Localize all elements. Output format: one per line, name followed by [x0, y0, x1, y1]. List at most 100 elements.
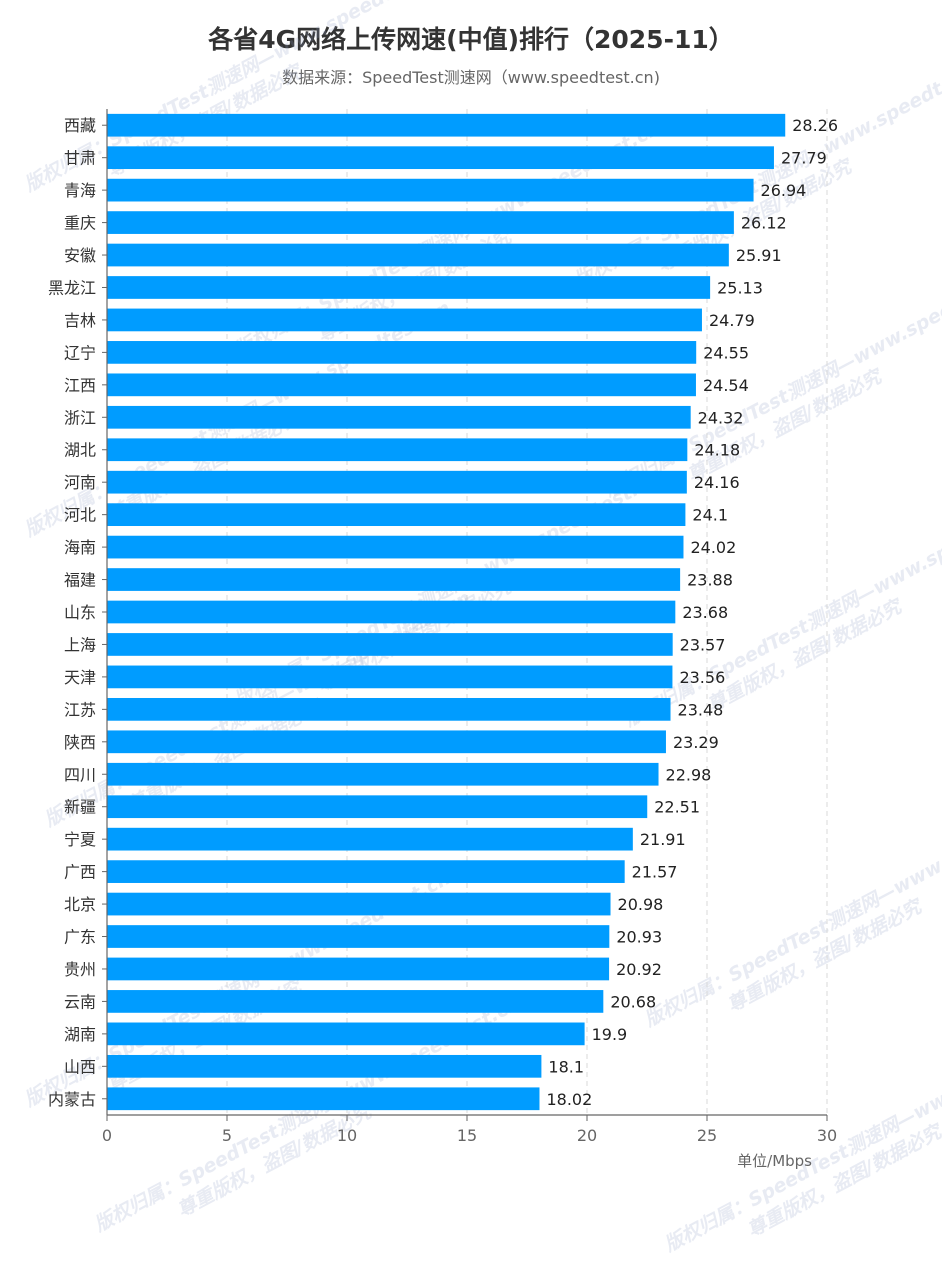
- data-label: 24.18: [694, 441, 740, 460]
- category-label: 安徽: [64, 246, 96, 265]
- data-label: 18.02: [546, 1090, 592, 1109]
- category-label: 江西: [64, 376, 96, 395]
- data-label: 28.26: [792, 116, 838, 135]
- category-label: 山西: [64, 1057, 96, 1076]
- bar: [107, 1022, 585, 1046]
- data-label: 26.94: [761, 181, 807, 200]
- x-tick-label: 10: [337, 1126, 357, 1145]
- category-label: 四川: [64, 765, 96, 784]
- category-label: 青海: [64, 181, 96, 200]
- data-label: 24.79: [709, 311, 755, 330]
- bar: [107, 1087, 540, 1111]
- category-label: 天津: [64, 668, 96, 687]
- bar: [107, 211, 734, 234]
- category-label: 福建: [64, 571, 96, 590]
- bar: [107, 1054, 542, 1078]
- bar: [107, 990, 604, 1013]
- data-label: 23.68: [682, 603, 728, 622]
- bar: [107, 341, 697, 364]
- bar: [107, 568, 681, 591]
- category-label: 广西: [64, 863, 96, 882]
- category-label: 广东: [64, 928, 96, 947]
- bar: [107, 827, 633, 851]
- data-label: 24.54: [703, 376, 749, 395]
- category-label: 江苏: [64, 700, 96, 719]
- bar: [107, 925, 610, 948]
- data-label: 25.13: [717, 278, 763, 297]
- bar: [107, 243, 729, 267]
- chart-title: 各省4G网络上传网速(中值)排行（2025-11）: [208, 25, 734, 54]
- bar: [107, 178, 754, 202]
- category-label: 重庆: [64, 214, 96, 233]
- bar: [107, 405, 691, 429]
- category-label: 上海: [64, 635, 96, 654]
- category-label: 西藏: [64, 116, 96, 135]
- bar: [107, 860, 625, 883]
- bar: [107, 957, 610, 981]
- category-label: 山东: [64, 603, 96, 622]
- x-tick-label: 5: [222, 1126, 232, 1145]
- data-label: 24.1: [692, 506, 728, 525]
- x-tick-label: 20: [577, 1126, 597, 1145]
- category-label: 海南: [64, 538, 96, 557]
- x-tick-label: 30: [817, 1126, 837, 1145]
- category-label: 北京: [64, 895, 96, 914]
- data-label: 20.93: [616, 928, 662, 947]
- category-label: 陕西: [64, 733, 96, 752]
- category-label: 宁夏: [64, 830, 96, 849]
- chart-subtitle: 数据来源：SpeedTest测速网（www.speedtest.cn): [282, 68, 660, 87]
- bar: [107, 795, 648, 819]
- data-label: 23.57: [680, 635, 726, 654]
- data-label: 19.9: [592, 1025, 628, 1044]
- bar: [107, 633, 673, 656]
- bar: [107, 762, 659, 786]
- bar: [107, 470, 687, 494]
- category-label: 甘肃: [64, 149, 96, 168]
- data-label: 26.12: [741, 214, 787, 233]
- category-label: 湖北: [64, 441, 96, 460]
- x-tick-label: 25: [697, 1126, 717, 1145]
- bar: [107, 892, 611, 916]
- data-label: 24.55: [703, 343, 749, 362]
- category-label: 吉林: [64, 311, 96, 330]
- category-label: 新疆: [64, 798, 96, 817]
- bar: [107, 535, 684, 559]
- unit-label: 单位/Mbps: [737, 1152, 812, 1170]
- category-label: 河南: [64, 473, 96, 492]
- category-label: 湖南: [64, 1025, 96, 1044]
- x-tick-label: 15: [457, 1126, 477, 1145]
- data-label: 24.16: [694, 473, 740, 492]
- category-label: 河北: [64, 506, 96, 525]
- bar: [107, 665, 673, 689]
- category-label: 辽宁: [64, 343, 96, 362]
- data-label: 22.51: [654, 798, 700, 817]
- data-label: 23.48: [678, 700, 724, 719]
- data-label: 20.98: [618, 895, 664, 914]
- data-label: 23.29: [673, 733, 719, 752]
- category-label: 黑龙江: [48, 278, 96, 297]
- data-label: 23.56: [679, 668, 725, 687]
- data-label: 20.92: [616, 960, 662, 979]
- data-label: 22.98: [666, 765, 712, 784]
- category-label: 内蒙古: [48, 1090, 96, 1109]
- bar: [107, 600, 676, 624]
- bar: [107, 438, 688, 462]
- category-label: 浙江: [64, 408, 96, 427]
- bar: [107, 113, 786, 137]
- bar: [107, 730, 666, 754]
- bar: [107, 276, 711, 299]
- category-label: 云南: [64, 992, 96, 1011]
- x-tick-label: 0: [102, 1126, 112, 1145]
- bar: [107, 503, 686, 527]
- data-label: 21.91: [640, 830, 686, 849]
- data-label: 20.68: [610, 992, 656, 1011]
- data-label: 23.88: [687, 571, 733, 590]
- data-label: 24.02: [690, 538, 736, 557]
- data-label: 25.91: [736, 246, 782, 265]
- data-label: 21.57: [632, 863, 678, 882]
- bar: [107, 373, 696, 397]
- data-label: 24.32: [698, 408, 744, 427]
- data-label: 27.79: [781, 149, 827, 168]
- bar: [107, 308, 702, 332]
- bar: [107, 697, 671, 721]
